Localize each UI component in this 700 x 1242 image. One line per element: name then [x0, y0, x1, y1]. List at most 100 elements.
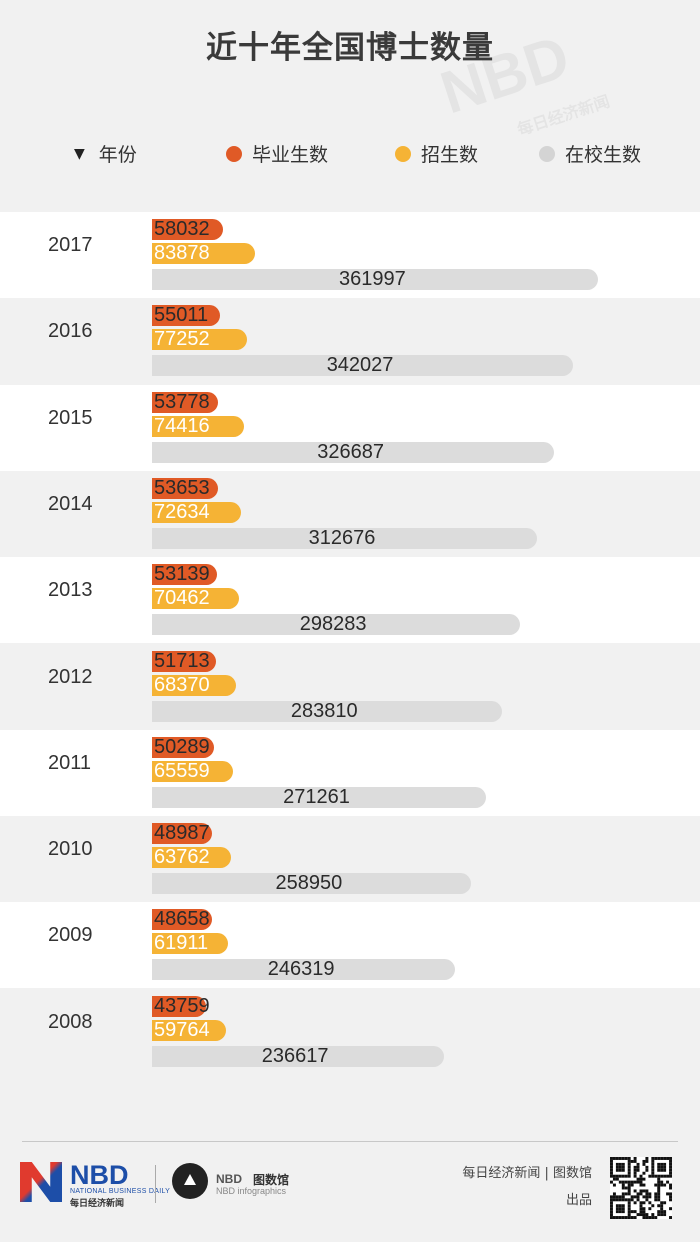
footer-credit-line2: 出品	[565, 1193, 592, 1208]
bar-graduates	[152, 305, 220, 327]
bar-graduates	[152, 650, 216, 672]
bar-graduates	[152, 477, 219, 499]
data-label-enrollment: 72634	[154, 500, 210, 523]
bar-students	[152, 786, 487, 808]
data-label-graduates: 53139	[154, 563, 210, 586]
bar-enrollment	[152, 674, 237, 696]
badge-nbd-text: NBD	[216, 1172, 242, 1186]
data-label-graduates: 53778	[154, 390, 210, 413]
bar-students	[152, 873, 472, 895]
bar-students	[152, 355, 574, 377]
bar-graduates	[152, 564, 218, 586]
footer-separator	[155, 1165, 156, 1203]
chart-row-2013: 2013 53139 70462 298283	[0, 557, 700, 644]
data-label-students: 271261	[283, 785, 350, 808]
chart-row-2016: 2016 55011 77252 342027	[0, 298, 700, 385]
data-label-enrollment: 61911	[154, 932, 209, 955]
bar-enrollment	[152, 243, 256, 264]
data-label-students: 342027	[326, 354, 394, 377]
data-label-enrollment: 77252	[154, 328, 210, 351]
year-label: 2012	[48, 665, 93, 688]
footer-logo-text: NBD	[70, 1160, 129, 1190]
year-label: 2013	[48, 579, 93, 602]
bar-students	[152, 527, 538, 549]
legend-dot-graduates	[226, 145, 242, 162]
footer-credit-line1: 每日经济新闻 | 图数馆	[462, 1166, 592, 1181]
bar-enrollment	[152, 933, 229, 955]
bar-students	[152, 1045, 444, 1067]
badge-en-text: NBD infographics	[216, 1186, 287, 1196]
data-label-graduates: 43759	[154, 994, 210, 1017]
footer-logo-en: NATIONAL BUSINESS DAILY	[70, 1188, 171, 1195]
data-label-students: 236617	[261, 1044, 329, 1067]
badge-cn-text: 图数馆	[253, 1173, 290, 1187]
legend-item-graduates: 毕业生数	[226, 140, 328, 167]
data-label-students: 361997	[339, 268, 406, 290]
data-label-students: 312676	[308, 526, 376, 549]
watermark-cn-top: 每日经济新闻	[515, 93, 613, 140]
year-label: 2016	[48, 320, 93, 343]
nbd-logo-icon	[20, 1162, 62, 1202]
bar-enrollment	[152, 501, 242, 523]
bar-enrollment	[152, 415, 244, 437]
legend-item-students: 在校生数	[539, 140, 641, 167]
data-label-enrollment: 83878	[154, 242, 210, 264]
bar-students	[152, 700, 502, 722]
data-label-enrollment: 68370	[154, 673, 210, 696]
year-label: 2011	[48, 751, 92, 774]
bar-graduates	[152, 823, 213, 845]
year-label: 2015	[48, 406, 93, 429]
footer-divider	[22, 1141, 678, 1142]
qr-code-icon[interactable]	[610, 1157, 672, 1219]
data-label-enrollment: 74416	[154, 414, 210, 437]
data-label-graduates: 53653	[154, 476, 210, 499]
data-label-students: 258950	[275, 872, 343, 895]
data-label-students: 298283	[299, 613, 367, 636]
bar-graduates	[152, 391, 219, 413]
bar-enrollment	[152, 847, 231, 869]
chart-row-2017: 2017 58032 83878 361997	[0, 212, 700, 298]
legend-label-enrollment: 招生数	[421, 144, 479, 166]
chart-row-2014: 2014 53653 72634 312676	[0, 470, 700, 557]
legend-item-enrollment: 招生数	[395, 140, 478, 167]
bar-enrollment	[152, 329, 248, 351]
chart-row-2012: 2012 51713 68370 283810	[0, 643, 700, 730]
year-label: 2008	[48, 1010, 93, 1033]
chart-title: 近十年全国博士数量	[206, 30, 494, 66]
legend-sort[interactable]: ▼ 年份	[74, 140, 137, 167]
year-label: 2014	[48, 492, 93, 515]
year-label: 2009	[48, 924, 93, 947]
bar-students	[152, 959, 456, 981]
data-label-graduates: 48658	[154, 908, 210, 931]
bar-graduates	[152, 909, 212, 931]
bar-students	[152, 614, 520, 636]
data-label-students: 326687	[317, 440, 384, 463]
data-label-enrollment: 63762	[154, 846, 210, 869]
chart-row-2008: 2008 43759 59764 236617	[0, 988, 700, 1075]
chart-row-2009: 2009 48658 61911 246319	[0, 902, 700, 989]
legend: ▼ 年份 毕业生数 招生数 在校生数	[0, 140, 700, 170]
bar-students	[152, 441, 555, 463]
data-label-students: 246319	[267, 958, 335, 981]
data-label-graduates: 51713	[154, 649, 210, 672]
infographics-badge-icon	[172, 1163, 208, 1199]
data-label-students: 283810	[290, 699, 358, 722]
data-label-graduates: 58032	[154, 218, 210, 240]
data-label-enrollment: 59764	[154, 1018, 210, 1041]
legend-dot-students	[539, 145, 555, 162]
data-label-enrollment: 70462	[154, 587, 210, 610]
data-label-graduates: 55011	[154, 304, 209, 327]
data-label-graduates: 48987	[154, 822, 210, 845]
bar-enrollment	[152, 588, 239, 610]
legend-label-students: 在校生数	[565, 144, 642, 166]
chart-row-2011: 2011 50289 65559 271261	[0, 729, 700, 816]
legend-label-graduates: 毕业生数	[252, 144, 329, 166]
legend-dot-enrollment	[395, 145, 411, 162]
bar-graduates	[152, 736, 214, 758]
bar-enrollment	[152, 1019, 226, 1041]
bar-graduates	[152, 995, 206, 1017]
footer-logo-cn: 每日经济新闻	[70, 1199, 125, 1209]
legend-sort-label: 年份	[98, 144, 137, 166]
triangle-down-icon: ▼	[74, 145, 85, 162]
chart-row-2010: 2010 48987 63762 258950	[0, 816, 700, 903]
